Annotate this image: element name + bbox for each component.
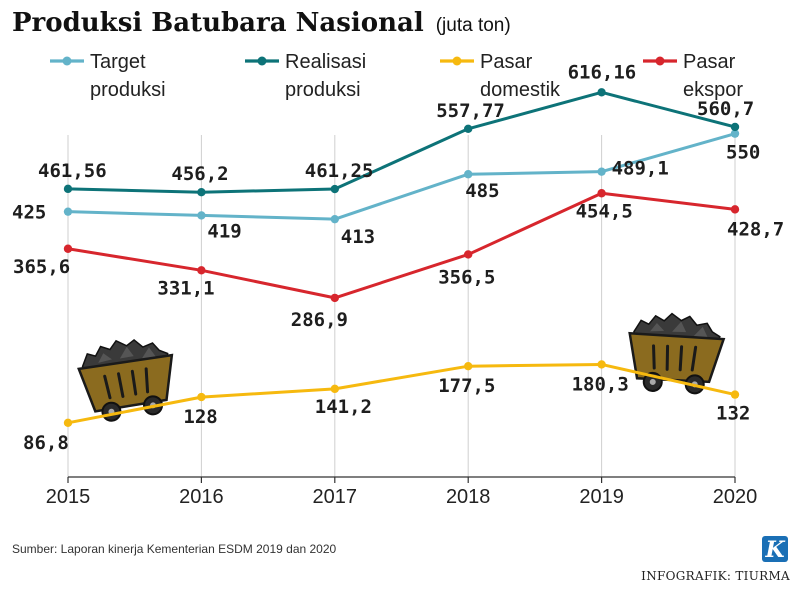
data-label: 128: [183, 406, 217, 428]
legend-swatch-marker: [655, 56, 665, 66]
legend-label: Pasar: [683, 51, 736, 73]
data-point: [197, 188, 206, 197]
legend-label: ekspor: [683, 79, 743, 101]
data-point: [197, 392, 206, 402]
legend-label: domestik: [480, 79, 561, 101]
series-line-4: [67, 191, 736, 300]
data-labels: 425 419 413 485 489,1 550 461,56 456,2 461,25 557…: [12, 61, 784, 453]
data-label: 461,25: [305, 160, 374, 182]
data-label: 331,1: [157, 277, 214, 299]
cart-body: [628, 331, 726, 384]
data-label: 550: [726, 142, 760, 164]
data-label: 356,5: [438, 266, 495, 288]
data-point: [464, 250, 473, 259]
data-label: 428,7: [727, 218, 784, 240]
data-label: 365,6: [13, 256, 70, 278]
data-point: [63, 207, 73, 216]
chart-title-unit: (juta ton): [436, 15, 511, 36]
data-point: [730, 129, 740, 138]
legend-label: produksi: [285, 79, 361, 101]
x-axis-ticks: 2015 2016 2017 2018 2019 2020: [46, 477, 758, 508]
legend-item: Pasar domestik: [440, 51, 561, 101]
chart-title: Produksi Batubara Nasional (juta ton): [12, 8, 511, 38]
data-label: 616,16: [568, 61, 637, 83]
data-label: 461,56: [38, 160, 107, 182]
data-point: [730, 390, 740, 399]
data-label: 419: [207, 220, 241, 242]
data-point: [597, 88, 606, 97]
legend-label: Pasar: [480, 51, 533, 73]
data-point: [464, 124, 473, 133]
source-note: Sumber: Laporan kinerja Kementerian ESDM…: [12, 542, 337, 556]
legend: Target produksi Realisasi produksi Pasar dome…: [50, 51, 743, 101]
x-tick-label: 2020: [713, 486, 758, 508]
data-point: [63, 244, 73, 253]
legend-label: produksi: [90, 79, 166, 101]
data-label: 560,7: [697, 98, 754, 120]
data-label: 86,8: [23, 432, 69, 454]
legend-label: Target: [90, 51, 146, 73]
series-line-1: [67, 132, 736, 221]
data-point: [730, 205, 740, 214]
data-point: [197, 211, 206, 220]
data-point: [464, 361, 473, 371]
data-point: [330, 214, 339, 224]
chart-title-main: Produksi Batubara Nasional: [12, 8, 424, 38]
data-point: [597, 167, 606, 176]
data-label: 557,77: [436, 100, 505, 122]
legend-label: Realisasi: [285, 51, 366, 73]
data-point: [464, 170, 473, 179]
data-label: 132: [716, 403, 750, 425]
series-layer: [63, 88, 740, 428]
data-label: 141,2: [315, 396, 372, 418]
coal-cart-icon-left: [77, 338, 174, 422]
legend-swatch-marker: [62, 56, 72, 66]
data-label: 286,9: [291, 309, 348, 331]
data-label: 425: [12, 202, 46, 224]
infographic-credit: INFOGRAFIK: TIURMA: [641, 569, 790, 583]
legend-item: Realisasi produksi: [245, 51, 366, 101]
publisher-logo-icon: K: [762, 536, 788, 563]
legend-item: Target produksi: [50, 51, 166, 101]
data-point: [597, 360, 606, 369]
data-point: [330, 384, 339, 394]
data-label: 485: [465, 180, 499, 202]
publisher-logo-letter: K: [764, 537, 785, 563]
data-label: 413: [341, 226, 375, 248]
x-tick-label: 2016: [179, 486, 224, 508]
x-tick-label: 2018: [446, 486, 491, 508]
grid: [67, 135, 736, 477]
data-label: 454,5: [576, 200, 633, 222]
data-point: [597, 189, 606, 198]
series-line-3: [67, 362, 736, 425]
data-label: 456,2: [171, 163, 228, 185]
x-tick-label: 2017: [313, 486, 358, 508]
legend-swatch-marker: [452, 56, 462, 66]
x-tick-label: 2019: [579, 486, 624, 508]
data-point: [63, 418, 73, 428]
data-point: [330, 184, 339, 194]
data-label: 180,3: [572, 373, 629, 395]
data-point: [63, 184, 73, 194]
data-label: 489,1: [612, 158, 669, 180]
data-point: [197, 266, 206, 275]
data-point: [730, 122, 740, 132]
series-line-2: [67, 90, 736, 194]
data-label: 177,5: [438, 375, 495, 397]
legend-swatch-marker: [257, 56, 267, 66]
data-point: [330, 293, 339, 303]
legend-item: Pasar ekspor: [643, 51, 743, 101]
coal-cart-icon-right: [628, 312, 726, 395]
x-tick-label: 2015: [46, 486, 91, 508]
